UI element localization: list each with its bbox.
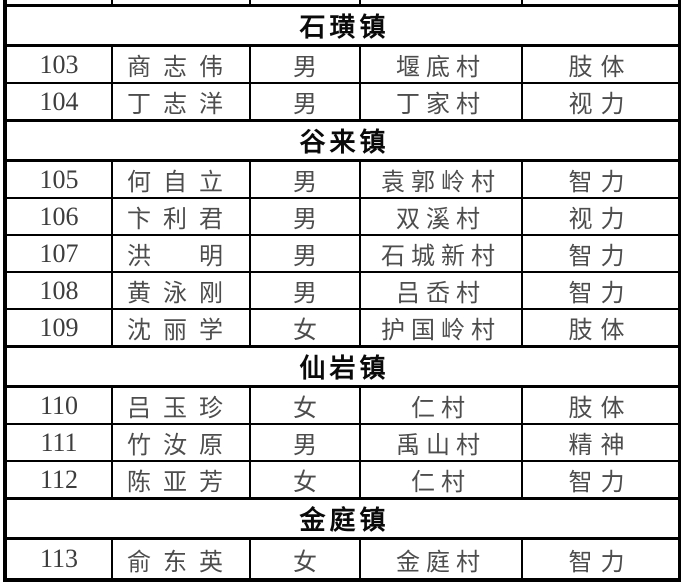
name-cell: 卞利君 <box>111 197 251 236</box>
gender-cell: 男 <box>249 271 361 310</box>
record-row: 112 陈亚芳女仁村 智力 <box>4 460 681 500</box>
disability-cell: 肢体 <box>521 385 681 425</box>
serial-cell: 106 <box>4 197 113 236</box>
village-cell: 仁村 <box>359 460 523 500</box>
clipped-top-row <box>4 0 681 7</box>
serial-cell: 113 <box>4 537 113 581</box>
town-section-row: 石璜镇 <box>4 4 681 47</box>
village-cell: 吕岙村 <box>359 271 523 310</box>
empty-cell <box>359 0 523 7</box>
record-row: 110 吕玉珍女仁村 肢体 <box>4 385 681 425</box>
disability-cell: 视力 <box>521 82 681 122</box>
gender-cell: 男 <box>249 423 361 462</box>
record-row: 106 卞利君男双溪村 视力 <box>4 197 681 236</box>
disability-cell: 肢体 <box>521 44 681 84</box>
town-header: 谷来镇 <box>4 119 681 162</box>
gender-cell: 女 <box>249 308 361 348</box>
serial-cell: 104 <box>4 82 113 122</box>
name-cell: 沈丽学 <box>111 308 251 348</box>
gender-cell: 女 <box>249 460 361 500</box>
gender-cell: 男 <box>249 44 361 84</box>
disability-cell: 精神 <box>521 423 681 462</box>
gender-cell: 男 <box>249 82 361 122</box>
serial-cell: 105 <box>4 159 113 199</box>
village-cell: 丁家村 <box>359 82 523 122</box>
disability-roster-table: 石璜镇 103 商志伟男堰底村 肢体 104 丁志洋男丁家村 视力 谷来镇 105 何自立男袁郭岭… <box>3 0 681 582</box>
record-row: 107 洪 明男石城新村 智力 <box>4 234 681 273</box>
name-cell: 陈亚芳 <box>111 460 251 500</box>
serial-cell: 107 <box>4 234 113 273</box>
serial-cell: 110 <box>4 385 113 425</box>
disability-cell: 智力 <box>521 271 681 310</box>
empty-cell <box>249 0 361 7</box>
name-cell: 俞东英 <box>111 537 251 581</box>
records-table-body: 石璜镇 103 商志伟男堰底村 肢体 104 丁志洋男丁家村 视力 谷来镇 105 何自立男袁郭岭… <box>4 0 681 581</box>
disability-cell: 智力 <box>521 460 681 500</box>
town-header: 石璜镇 <box>4 4 681 47</box>
empty-cell <box>521 0 681 7</box>
serial-cell: 111 <box>4 423 113 462</box>
record-row: 105 何自立男袁郭岭村 智力 <box>4 159 681 199</box>
village-cell: 石城新村 <box>359 234 523 273</box>
disability-cell: 智力 <box>521 159 681 199</box>
disability-cell: 视力 <box>521 197 681 236</box>
name-cell: 洪 明 <box>111 234 251 273</box>
disability-cell: 智力 <box>521 537 681 581</box>
gender-cell: 女 <box>249 385 361 425</box>
gender-cell: 男 <box>249 234 361 273</box>
name-cell: 商志伟 <box>111 44 251 84</box>
town-header: 仙岩镇 <box>4 345 681 388</box>
serial-cell: 103 <box>4 44 113 84</box>
disability-cell: 智力 <box>521 234 681 273</box>
record-row: 113 俞东英女金庭村 智力 <box>4 537 681 581</box>
serial-cell: 109 <box>4 308 113 348</box>
name-cell: 竹汝原 <box>111 423 251 462</box>
name-cell: 何自立 <box>111 159 251 199</box>
village-cell: 金庭村 <box>359 537 523 581</box>
village-cell: 护国岭村 <box>359 308 523 348</box>
empty-cell <box>4 0 113 7</box>
serial-cell: 112 <box>4 460 113 500</box>
village-cell: 袁郭岭村 <box>359 159 523 199</box>
name-cell: 黄泳刚 <box>111 271 251 310</box>
town-section-row: 谷来镇 <box>4 119 681 162</box>
town-section-row: 仙岩镇 <box>4 345 681 388</box>
document-sheet: 石璜镇 103 商志伟男堰底村 肢体 104 丁志洋男丁家村 视力 谷来镇 105 何自立男袁郭岭… <box>3 0 681 582</box>
record-row: 104 丁志洋男丁家村 视力 <box>4 82 681 122</box>
name-cell: 吕玉珍 <box>111 385 251 425</box>
serial-cell: 108 <box>4 271 113 310</box>
record-row: 108 黄泳刚男吕岙村 智力 <box>4 271 681 310</box>
record-row: 103 商志伟男堰底村 肢体 <box>4 44 681 84</box>
village-cell: 禹山村 <box>359 423 523 462</box>
disability-cell: 肢体 <box>521 308 681 348</box>
empty-cell <box>111 0 251 7</box>
village-cell: 堰底村 <box>359 44 523 84</box>
record-row: 109 沈丽学女护国岭村 肢体 <box>4 308 681 348</box>
gender-cell: 女 <box>249 537 361 581</box>
record-row: 111 竹汝原男禹山村 精神 <box>4 423 681 462</box>
village-cell: 仁村 <box>359 385 523 425</box>
town-section-row: 金庭镇 <box>4 497 681 540</box>
village-cell: 双溪村 <box>359 197 523 236</box>
gender-cell: 男 <box>249 197 361 236</box>
gender-cell: 男 <box>249 159 361 199</box>
town-header: 金庭镇 <box>4 497 681 540</box>
name-cell: 丁志洋 <box>111 82 251 122</box>
